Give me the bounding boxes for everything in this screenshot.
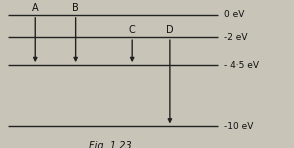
Text: B: B (72, 3, 79, 13)
Text: C: C (129, 25, 136, 35)
Text: 0 eV: 0 eV (224, 10, 244, 19)
Text: A: A (32, 3, 39, 13)
Text: -2 eV: -2 eV (224, 33, 247, 42)
Text: - 4·5 eV: - 4·5 eV (224, 61, 259, 70)
Text: D: D (166, 25, 174, 35)
Text: Fig. 1.23: Fig. 1.23 (89, 141, 132, 148)
Text: -10 eV: -10 eV (224, 122, 253, 131)
